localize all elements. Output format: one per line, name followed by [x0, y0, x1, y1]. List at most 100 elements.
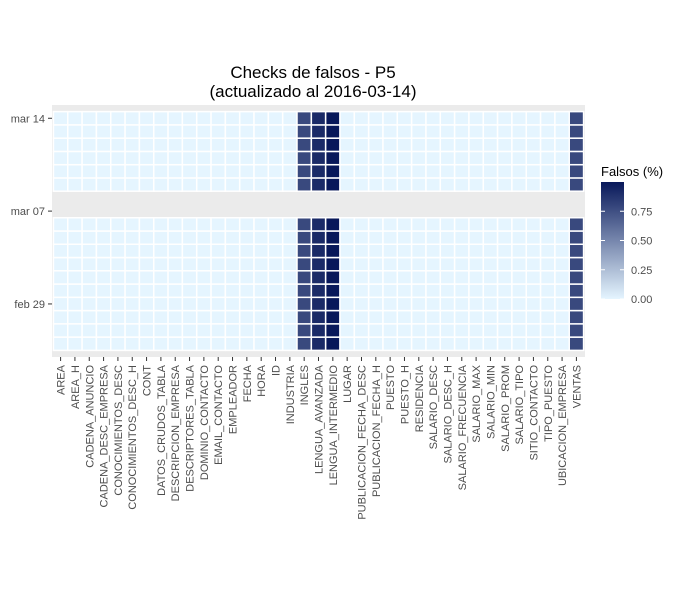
heat-tile	[382, 110, 399, 126]
heat-tile	[81, 243, 98, 259]
heat-tile	[496, 177, 513, 192]
heat-tile	[324, 124, 341, 139]
heat-tile	[310, 309, 327, 325]
heat-tile	[310, 150, 327, 166]
heat-tile	[425, 283, 442, 299]
heat-tile	[238, 283, 255, 299]
heat-tile	[238, 216, 255, 232]
heat-tile	[324, 283, 341, 299]
x-tick-label: SALARIO_DESC	[428, 365, 440, 449]
heat-tile	[367, 177, 384, 192]
heat-tile	[167, 230, 184, 246]
heat-tile	[95, 163, 112, 179]
heat-tile	[511, 216, 528, 232]
heat-tile	[525, 270, 542, 285]
heat-tile	[554, 283, 570, 299]
heat-tile	[310, 230, 327, 246]
heat-tile	[324, 177, 341, 192]
heat-tile	[410, 163, 427, 179]
heat-tile	[482, 124, 499, 139]
heat-tile	[267, 296, 284, 312]
heat-tile	[81, 124, 98, 139]
heat-tile	[496, 309, 513, 325]
heat-tile	[109, 163, 126, 179]
heat-tile	[281, 230, 298, 246]
heat-tile	[496, 283, 513, 299]
heat-tile	[253, 336, 270, 352]
chart-subtitle: (actualizado al 2016-03-14)	[210, 82, 417, 101]
heat-tile	[195, 336, 212, 352]
heat-tile	[81, 256, 98, 272]
heat-tile	[52, 243, 69, 259]
heat-tile	[468, 256, 485, 272]
heat-tile	[410, 283, 427, 299]
heat-tile	[339, 230, 356, 246]
heat-tile	[482, 323, 499, 338]
heat-tile	[367, 283, 384, 299]
heat-tile	[353, 137, 370, 153]
heat-tile	[324, 270, 341, 285]
x-tick-label: EMAIL_CONTACTO	[213, 365, 225, 465]
heat-tile	[267, 309, 284, 325]
heat-tile	[425, 150, 442, 166]
heat-tile	[410, 216, 427, 232]
heat-tile	[52, 216, 69, 232]
heat-tile	[138, 177, 155, 192]
heat-tile	[353, 270, 370, 285]
heat-tile	[396, 163, 413, 179]
heat-tile	[410, 336, 427, 352]
heat-tile	[410, 124, 427, 139]
heat-tile	[539, 270, 556, 285]
heat-tile	[453, 150, 470, 166]
heat-tile	[425, 230, 442, 246]
heat-tile	[253, 270, 270, 285]
heat-tile	[238, 323, 255, 338]
heat-tile	[195, 296, 212, 312]
heat-tile	[52, 336, 69, 352]
heat-tile	[210, 243, 227, 259]
heat-tile	[52, 309, 69, 325]
heat-tile	[324, 137, 341, 153]
heat-tile	[525, 216, 542, 232]
heat-tile	[511, 137, 528, 153]
heat-tile	[511, 283, 528, 299]
heat-tile	[152, 124, 169, 139]
heat-tile	[138, 230, 155, 246]
heat-tile	[367, 336, 384, 352]
heat-tile	[310, 216, 327, 232]
heat-tile	[554, 296, 570, 312]
heat-tile	[253, 177, 270, 192]
heat-tile	[181, 124, 198, 139]
heat-tile	[324, 243, 341, 259]
heat-tile	[95, 309, 112, 325]
heat-tile	[525, 336, 542, 352]
heat-tile	[281, 110, 298, 126]
heat-tile	[453, 230, 470, 246]
heat-tile	[539, 137, 556, 153]
heat-tile	[496, 163, 513, 179]
heat-tile	[468, 216, 485, 232]
heat-tile	[425, 256, 442, 272]
heat-tile	[554, 216, 570, 232]
heat-tile	[310, 243, 327, 259]
heat-tile	[124, 323, 141, 338]
heat-tile	[210, 323, 227, 338]
heat-tile	[238, 163, 255, 179]
heat-tile	[138, 216, 155, 232]
heat-tile	[453, 296, 470, 312]
heat-tile	[539, 124, 556, 139]
heat-tile	[52, 283, 69, 299]
heat-tile	[195, 323, 212, 338]
heat-tile	[210, 163, 227, 179]
x-tick-label: SALARIO_MIN	[485, 365, 497, 439]
heat-tile	[396, 323, 413, 338]
heat-tile	[224, 296, 241, 312]
heat-tile	[339, 256, 356, 272]
heat-tile	[396, 216, 413, 232]
heat-tile	[496, 110, 513, 126]
heat-tile	[339, 309, 356, 325]
heat-tile	[339, 296, 356, 312]
heat-tile	[167, 296, 184, 312]
heat-tile	[554, 256, 570, 272]
heat-tile	[238, 230, 255, 246]
